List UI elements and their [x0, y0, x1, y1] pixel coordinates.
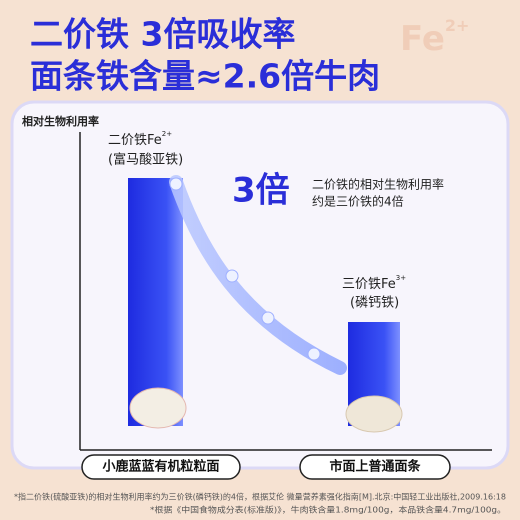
left-label: 二价铁Fe2+ — [108, 130, 172, 148]
left-compound: (富马酸亚铁) — [108, 152, 183, 168]
callout-big: 3倍 — [232, 171, 290, 211]
headline-2: 面条铁含量≈2.6倍牛肉 — [30, 57, 380, 96]
callout-2: 约是三价铁的4倍 — [312, 194, 404, 209]
category-label: 市面上普通面条 — [329, 459, 421, 475]
headline-1: 二价铁 3倍吸收率 — [30, 15, 295, 54]
callout-1: 二价铁的相对生物利用率 — [312, 177, 444, 192]
right-compound: (磷钙铁) — [350, 296, 399, 311]
rice-bowl — [129, 387, 187, 429]
badge: Fe2+ — [400, 16, 469, 59]
noodle-bowl — [345, 395, 403, 433]
category-pill — [81, 454, 241, 480]
y-axis-label: 相对生物利用率 — [22, 114, 99, 128]
category-label: 小鹿蓝蓝有机粒粒面 — [102, 459, 219, 475]
footnote: *根据《中国食物成分表(标准版)》，牛肉铁含量1.8mg/100g，本品铁含量4… — [150, 505, 506, 515]
curve-dots — [169, 177, 321, 361]
chart-panel — [10, 100, 510, 470]
right-label: 三价铁Fe3+ — [342, 274, 406, 292]
bar-left — [128, 178, 183, 426]
curve — [169, 175, 347, 375]
footnote: *指二价铁(硫酸亚铁)的相对生物利用率约为三价铁(磷钙铁)的4倍，根据艾伦 微量… — [14, 492, 506, 502]
category-pill — [299, 454, 451, 480]
